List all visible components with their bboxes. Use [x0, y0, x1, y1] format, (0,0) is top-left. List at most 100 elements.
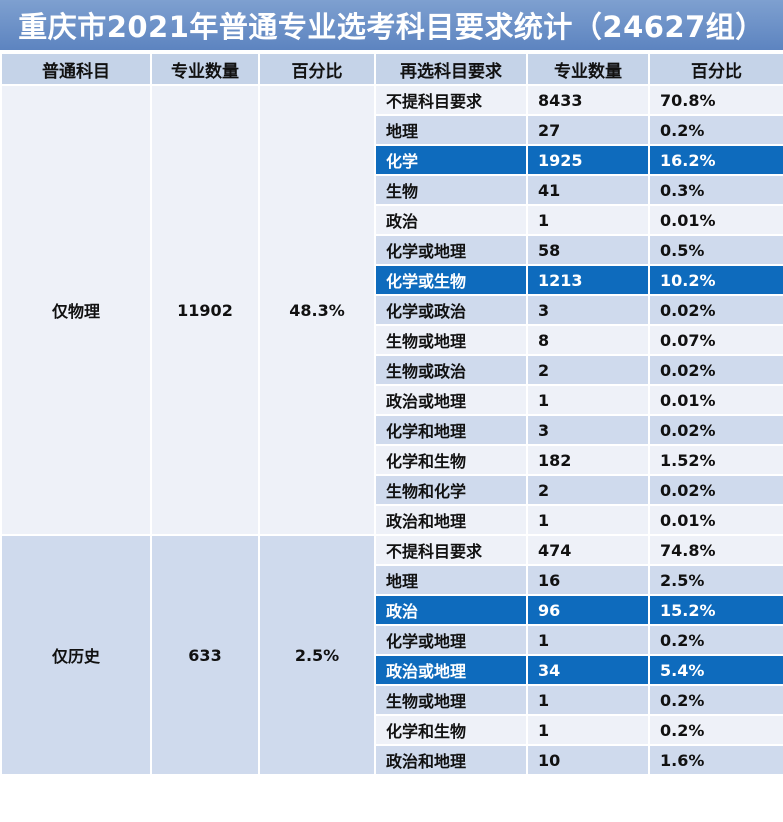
- percent-cell: 0.3%: [648, 174, 783, 206]
- requirement-cell: 化学或政治: [374, 294, 528, 326]
- requirement-cell: 化学或地理: [374, 234, 528, 266]
- table-row: 地理 27 0.2%: [1, 114, 783, 146]
- requirement-cell: 不提科目要求: [374, 534, 528, 566]
- percent-cell: 1.52%: [648, 444, 783, 476]
- percent-cell: 0.01%: [648, 504, 783, 536]
- requirement-cell: 政治或地理: [374, 654, 528, 686]
- percent-cell: 5.4%: [648, 654, 783, 686]
- percent-cell: 0.02%: [648, 474, 783, 506]
- requirement-cell: 不提科目要求: [374, 84, 528, 116]
- requirement-cell: 化学: [374, 144, 528, 176]
- table-row: 生物 41 0.3%: [1, 174, 783, 206]
- count-cell: 1: [526, 624, 650, 656]
- requirement-cell: 生物: [374, 174, 528, 206]
- percent-cell: 10.2%: [648, 264, 783, 296]
- count-cell: 41: [526, 174, 650, 206]
- percent-cell: 0.02%: [648, 414, 783, 446]
- header-subject: 普通科目: [0, 52, 152, 86]
- percent-cell: 0.02%: [648, 354, 783, 386]
- requirement-cell: 化学或地理: [374, 624, 528, 656]
- percent-cell: 1.6%: [648, 744, 783, 776]
- percent-cell: 70.8%: [648, 84, 783, 116]
- count-cell: 16: [526, 564, 650, 596]
- percent-cell: 0.5%: [648, 234, 783, 266]
- percent-cell: 0.2%: [648, 684, 783, 716]
- requirement-cell: 政治: [374, 594, 528, 626]
- count-cell: 10: [526, 744, 650, 776]
- table-row: 生物或政治 2 0.02%: [1, 354, 783, 386]
- count-cell: 8: [526, 324, 650, 356]
- count-cell: 3: [526, 294, 650, 326]
- page-title: 重庆市2021年普通专业选考科目要求统计（24627组）: [0, 0, 783, 50]
- requirement-cell: 生物或政治: [374, 354, 528, 386]
- requirement-cell: 化学和生物: [374, 444, 528, 476]
- count-cell: 1: [526, 504, 650, 536]
- group-percent: 2.5%: [258, 534, 376, 776]
- count-cell: 96: [526, 594, 650, 626]
- table-row: 生物或地理 1 0.2%: [1, 684, 783, 716]
- requirement-cell: 政治: [374, 204, 528, 236]
- count-cell: 1213: [526, 264, 650, 296]
- percent-cell: 0.01%: [648, 204, 783, 236]
- count-cell: 8433: [526, 84, 650, 116]
- requirement-cell: 生物或地理: [374, 684, 528, 716]
- table-row: 政治和地理 10 1.6%: [1, 744, 783, 776]
- percent-cell: 0.07%: [648, 324, 783, 356]
- percent-cell: 2.5%: [648, 564, 783, 596]
- group-count: 11902: [150, 84, 260, 536]
- group-percent: 48.3%: [258, 84, 376, 536]
- table-row: 化学 1925 16.2%: [1, 144, 783, 176]
- header-percent: 百分比: [258, 52, 376, 86]
- percent-cell: 15.2%: [648, 594, 783, 626]
- group-subject: 仅物理: [0, 84, 152, 536]
- header-row: 普通科目 专业数量 百分比 再选科目要求 专业数量 百分比: [0, 52, 783, 86]
- requirement-cell: 化学和地理: [374, 414, 528, 446]
- percent-cell: 0.01%: [648, 384, 783, 416]
- table-body: 仅物理 11902 48.3% 不提科目要求 8433 70.8% 地理 27 0.2% 化学 19…: [0, 84, 783, 776]
- count-cell: 58: [526, 234, 650, 266]
- count-cell: 2: [526, 474, 650, 506]
- header-requirement: 再选科目要求: [374, 52, 528, 86]
- table-row: 化学和地理 3 0.02%: [1, 414, 783, 446]
- table-row: 仅物理 11902 48.3% 不提科目要求 8433 70.8%: [0, 84, 783, 536]
- percent-cell: 0.02%: [648, 294, 783, 326]
- table-row: 化学或生物 1213 10.2%: [1, 264, 783, 296]
- count-cell: 2: [526, 354, 650, 386]
- group-subject: 仅历史: [0, 534, 152, 776]
- requirement-cell: 生物和化学: [374, 474, 528, 506]
- requirement-cell: 化学和生物: [374, 714, 528, 746]
- table-row: 政治 96 15.2%: [1, 594, 783, 626]
- requirement-cell: 生物或地理: [374, 324, 528, 356]
- requirement-cell: 地理: [374, 114, 528, 146]
- count-cell: 1: [526, 204, 650, 236]
- header-req-count: 专业数量: [526, 52, 650, 86]
- table-row: 化学或地理 1 0.2%: [1, 624, 783, 656]
- table-row: 政治或地理 1 0.01%: [1, 384, 783, 416]
- table-row: 仅历史 633 2.5% 不提科目要求 474 74.8%: [0, 534, 783, 776]
- requirement-cell: 政治和地理: [374, 744, 528, 776]
- requirement-cell: 政治或地理: [374, 384, 528, 416]
- requirement-cell: 政治和地理: [374, 504, 528, 536]
- header-req-percent: 百分比: [648, 52, 783, 86]
- count-cell: 1: [526, 714, 650, 746]
- header-count: 专业数量: [150, 52, 260, 86]
- percent-cell: 16.2%: [648, 144, 783, 176]
- table-row: 政治 1 0.01%: [1, 204, 783, 236]
- count-cell: 1: [526, 384, 650, 416]
- stats-table: 普通科目 专业数量 百分比 再选科目要求 专业数量 百分比 仅物理 11902 48…: [0, 52, 783, 776]
- table-row: 化学或政治 3 0.02%: [1, 294, 783, 326]
- table-row: 政治或地理 34 5.4%: [1, 654, 783, 686]
- table-row: 化学或地理 58 0.5%: [1, 234, 783, 266]
- requirement-cell: 地理: [374, 564, 528, 596]
- percent-cell: 74.8%: [648, 534, 783, 566]
- table-row: 政治和地理 1 0.01%: [1, 504, 783, 536]
- table-row: 生物和化学 2 0.02%: [1, 474, 783, 506]
- count-cell: 3: [526, 414, 650, 446]
- count-cell: 1: [526, 684, 650, 716]
- count-cell: 34: [526, 654, 650, 686]
- table-row: 化学和生物 1 0.2%: [1, 714, 783, 746]
- table-row: 生物或地理 8 0.07%: [1, 324, 783, 356]
- count-cell: 182: [526, 444, 650, 476]
- requirement-cell: 化学或生物: [374, 264, 528, 296]
- count-cell: 1925: [526, 144, 650, 176]
